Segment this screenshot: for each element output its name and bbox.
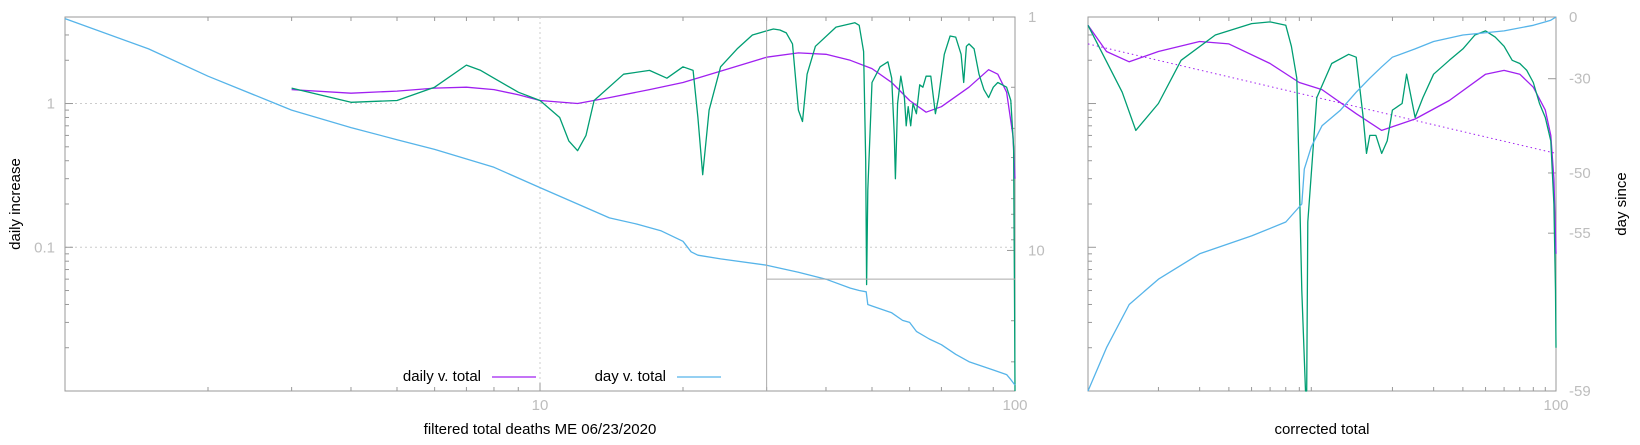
left-xtick-label: 100 [1002, 397, 1027, 414]
right-ylabel: day since [1613, 172, 1630, 235]
left-series-day-line [64, 17, 1016, 386]
left-panel: 10 100 1 0.1 1 10 daily increase filtered tot… [7, 9, 1045, 438]
right-y2tick-label: -30 [1569, 71, 1591, 88]
left-ticks: 10 100 1 0.1 1 10 [34, 9, 1045, 414]
right-series-green-solid-line [1087, 21, 1557, 392]
right-y2tick-label: -59 [1569, 383, 1591, 400]
right-series-day-solid-line [1087, 16, 1557, 392]
left-xlabel: filtered total deaths ME 06/23/2020 [424, 421, 657, 438]
right-series [1087, 16, 1557, 392]
right-plot-frame [1087, 16, 1557, 392]
left-xtick-label: 10 [532, 397, 549, 414]
right-series-daily-solid-line [1087, 24, 1557, 254]
right-series-daily-dotted-line [1087, 43, 1557, 154]
right-ticks: 100 0 -30 -50 -55 -59 [1088, 9, 1591, 414]
left-series-green-line [291, 22, 1016, 392]
left-ytick-label: 1 [47, 96, 55, 113]
right-y2tick-label: -55 [1569, 225, 1591, 242]
left-series [64, 17, 1016, 392]
left-grid [65, 17, 1015, 391]
left-series-daily-line [291, 52, 1016, 179]
legend-day-label: day v. total [595, 368, 666, 385]
left-annotation [766, 17, 1015, 391]
right-panel: 100 0 -30 -50 -55 -59 day since corrected tot… [1087, 9, 1630, 438]
legend-daily-label: daily v. total [403, 368, 481, 385]
right-xtick-label: 100 [1543, 397, 1568, 414]
left-ylabel: daily increase [7, 158, 24, 250]
right-y2tick-label: -50 [1569, 165, 1591, 182]
left-ytick-label: 0.1 [34, 239, 55, 256]
right-y2tick-label: 0 [1569, 9, 1577, 26]
legend: daily v. total day v. total [403, 368, 721, 385]
left-y2tick-label: 1 [1028, 9, 1036, 26]
right-xlabel: corrected total [1274, 421, 1369, 438]
left-y2tick-label: 10 [1028, 242, 1045, 259]
